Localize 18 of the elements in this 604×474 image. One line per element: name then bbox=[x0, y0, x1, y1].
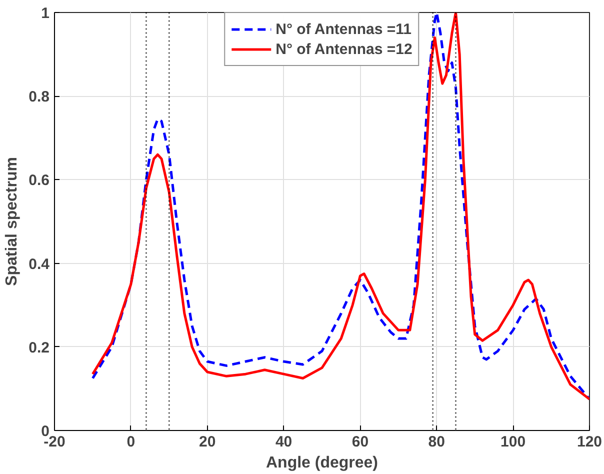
x-tick-label: 100 bbox=[500, 434, 526, 450]
legend-label: N° of Antennas =12 bbox=[276, 40, 412, 58]
y-axis-title: Spatial spectrum bbox=[4, 157, 21, 286]
x-tick-label: 40 bbox=[275, 434, 292, 450]
x-axis-title: Angle (degree) bbox=[266, 454, 378, 472]
x-tick-label: 80 bbox=[428, 434, 445, 450]
x-tick-label: 120 bbox=[576, 434, 602, 450]
x-tick-label: 20 bbox=[199, 434, 216, 450]
line-series bbox=[91, 12, 590, 400]
y-tick-label: 0.8 bbox=[28, 88, 50, 106]
y-tick-label: 0 bbox=[41, 423, 50, 440]
y-tick-label: 1 bbox=[41, 5, 50, 22]
y-tick-label: 0.6 bbox=[28, 172, 50, 190]
x-tick-label: 0 bbox=[126, 434, 136, 450]
y-tick-label: 0.2 bbox=[28, 339, 50, 356]
y-tick-label: 0.4 bbox=[28, 256, 50, 273]
legend-label: N° of Antennas =11 bbox=[276, 20, 412, 38]
x-tick-label: 60 bbox=[352, 434, 369, 450]
